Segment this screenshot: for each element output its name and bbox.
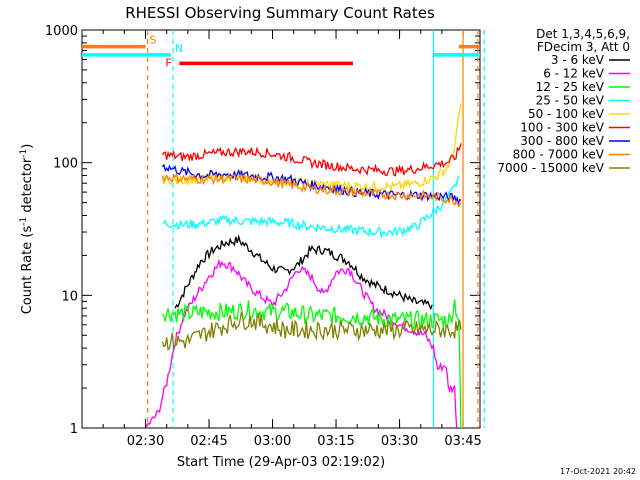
legend-label-2: 12 - 25 keV xyxy=(536,80,605,94)
x-tick-label: 03:45 xyxy=(444,434,481,449)
legend-label-7: 800 - 7000 keV xyxy=(513,148,605,162)
flag-label-s: S xyxy=(150,34,157,47)
y-tick-label: 100 xyxy=(53,157,78,172)
y-label-exp-2: -1 xyxy=(19,149,29,158)
x-tick-label: 03:30 xyxy=(381,434,418,449)
y-tick-label: 1 xyxy=(70,422,78,437)
series-lines xyxy=(144,103,462,429)
flag-label-n: N xyxy=(175,42,183,55)
legend-label-0: 3 - 6 keV xyxy=(551,53,605,67)
legend-label-1: 6 - 12 keV xyxy=(543,67,605,81)
chart-title: RHESSI Observing Summary Count Rates xyxy=(125,4,435,22)
series-line-8 xyxy=(161,311,462,351)
legend: Det 1,3,4,5,6,9, FDecim 3, Att 0 3 - 6 k… xyxy=(497,27,630,175)
flag-bars: S NF xyxy=(82,34,480,69)
x-tick-label: 03:15 xyxy=(317,434,354,449)
y-axis: 1 10 100 1000 xyxy=(45,24,480,437)
attenuator-markers xyxy=(147,30,485,428)
legend-label-5: 100 - 300 keV xyxy=(520,121,604,135)
series-line-1 xyxy=(144,258,458,429)
legend-label-4: 50 - 100 keV xyxy=(528,107,605,121)
y-label-exp-1: -1 xyxy=(19,217,29,226)
x-axis-label: Start Time (29-Apr-03 02:19:02) xyxy=(177,455,385,470)
series-line-5 xyxy=(161,143,462,177)
legend-header-line-2: FDecim 3, Att 0 xyxy=(537,40,630,54)
y-label-part-2: detector xyxy=(20,157,35,217)
y-label-part-1: Count Rate (s xyxy=(20,226,35,315)
plot-frame xyxy=(81,29,481,429)
x-tick-label: 02:45 xyxy=(190,434,227,449)
timestamp: 17-Oct-2021 20:42 xyxy=(560,467,636,476)
x-axis: 02:30 02:45 03:00 03:15 03:30 03:45 xyxy=(81,30,482,449)
series-line-0 xyxy=(174,234,433,311)
y-tick-label: 1000 xyxy=(45,24,78,39)
legend-label-6: 300 - 800 keV xyxy=(520,134,604,148)
series-line-7 xyxy=(161,172,462,208)
legend-label-3: 25 - 50 keV xyxy=(536,94,605,108)
plot-area xyxy=(81,29,481,429)
y-label-part-3: ) xyxy=(20,144,35,149)
legend-label-8: 7000 - 15000 keV xyxy=(497,161,604,175)
flag-label-f: F xyxy=(165,56,171,69)
x-tick-label: 02:30 xyxy=(127,434,164,449)
series-line-3 xyxy=(162,175,460,240)
x-tick-label: 03:00 xyxy=(254,434,291,449)
y-axis-label: Count Rate (s-1 detector-1) xyxy=(19,144,35,315)
series-line-2 xyxy=(161,299,462,429)
y-tick-label: 10 xyxy=(61,289,78,304)
series-line-6 xyxy=(161,163,462,207)
legend-header-line-1: Det 1,3,4,5,6,9, xyxy=(536,27,630,41)
